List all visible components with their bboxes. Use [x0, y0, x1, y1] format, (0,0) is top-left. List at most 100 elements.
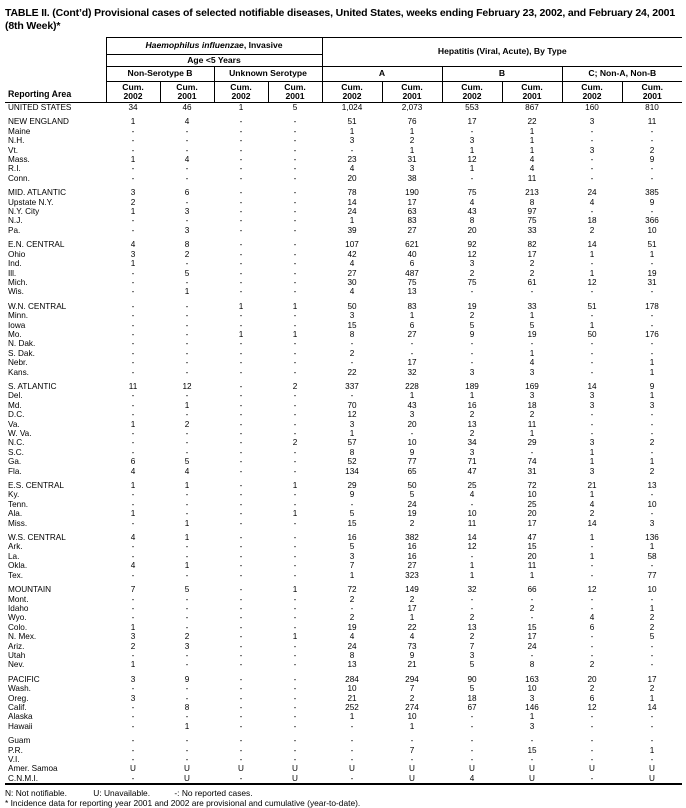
row-label: Utah	[8, 650, 26, 660]
value-cell: 6	[130, 457, 136, 467]
value-cell: 228	[405, 381, 419, 391]
value-cell: -	[239, 320, 243, 330]
value-cell: 1	[130, 117, 136, 127]
value-cell: 9	[649, 197, 655, 207]
value-cell: -	[293, 650, 297, 660]
value-cell: -	[650, 712, 654, 722]
value-cell: 4	[349, 287, 355, 297]
value-cell: -	[293, 551, 297, 561]
table-row-fla: Fla. 4 4 - - 134 65 47 31 3 2	[5, 467, 682, 476]
table-row-n-j: N.J. - - - - 1 83 8 75 18 366	[5, 216, 682, 225]
value-cell: U	[184, 773, 190, 783]
value-cell: 17	[407, 197, 417, 207]
table-row-tenn: Tenn. - - - - - 24 - 25 4 10	[5, 500, 682, 509]
value-cell: -	[350, 755, 354, 764]
value-cell: -	[470, 755, 474, 764]
value-cell: 14	[587, 240, 597, 250]
table-row-oreg: Oreg. 3 - - - 21 2 18 3 6 1	[5, 694, 682, 703]
value-cell: -	[185, 339, 189, 349]
value-cell: -	[293, 693, 297, 703]
column-group-row: Non-Serotype B Unknown Serotype A B C; Non-A…	[5, 66, 683, 82]
value-cell: 10	[467, 509, 477, 519]
haemophilus-section-header: Haemophilus influenzae, Invasive	[105, 37, 323, 55]
table-row-r-i: R.I. - - - - 4 3 1 4 - -	[5, 164, 682, 173]
value-cell: 4	[349, 164, 355, 174]
value-cell: 382	[405, 533, 419, 543]
value-cell: -	[131, 348, 135, 358]
value-cell: 2	[409, 693, 415, 703]
value-cell: -	[239, 155, 243, 165]
value-cell: 72	[527, 481, 537, 491]
value-cell: 1	[409, 721, 415, 731]
value-cell: 15	[347, 320, 357, 330]
table-row-calif: Calif. - 8 - - 252 274 67 146 12 14	[5, 703, 682, 712]
value-cell: -	[590, 164, 594, 174]
value-cell: -	[470, 173, 474, 183]
cum-label: Cum.	[581, 82, 603, 92]
value-cell: 51	[587, 301, 597, 311]
value-cell: -	[185, 712, 189, 722]
column-header-7: Cum. 2001	[501, 81, 563, 103]
value-cell: 15	[527, 745, 537, 755]
value-cell: -	[239, 632, 243, 642]
value-cell: -	[239, 693, 243, 703]
value-cell: 9	[469, 329, 475, 339]
row-label: Wyo.	[8, 613, 27, 623]
value-cell: -	[131, 745, 135, 755]
value-cell: 1	[349, 126, 355, 136]
value-cell: -	[530, 339, 534, 349]
table-row-w-s-central: W.S. CENTRAL 4 1 - - 16 382 14 47 1 136	[5, 528, 682, 542]
row-label: Ark.	[8, 542, 23, 552]
value-cell: -	[650, 339, 654, 349]
table-row-mid-atlantic: MID. ATLANTIC 3 6 - - 78 190 75 213 24 385	[5, 183, 682, 197]
value-cell: 4	[529, 358, 535, 368]
value-cell: -	[293, 613, 297, 623]
table-row-conn: Conn. - - - - 20 38 - 11 - -	[5, 174, 682, 183]
row-label: Md.	[8, 400, 22, 410]
value-cell: -	[185, 650, 189, 660]
row-label: Oreg.	[8, 693, 29, 703]
value-cell: -	[293, 348, 297, 358]
value-cell: -	[470, 126, 474, 136]
value-cell: 3	[184, 225, 190, 235]
row-label: N. Dak.	[8, 339, 36, 349]
row-label: Ind.	[8, 259, 22, 269]
value-cell: -	[185, 197, 189, 207]
table-row-pa: Pa. - 3 - - 39 27 20 33 2 10	[5, 226, 682, 235]
value-cell: 2	[649, 438, 655, 448]
table-row-md: Md. - 1 - - 70 43 16 18 3 3	[5, 401, 682, 410]
row-label: Ala.	[8, 509, 23, 519]
value-cell: 20	[527, 551, 537, 561]
value-cell: -	[293, 603, 297, 613]
value-cell: 24	[527, 641, 537, 651]
value-cell: -	[185, 145, 189, 155]
value-cell: 14	[647, 702, 657, 712]
value-cell: -	[650, 641, 654, 651]
value-cell: 5	[349, 542, 355, 552]
value-cell: 2	[649, 613, 655, 623]
value-cell: -	[239, 249, 243, 259]
value-cell: 66	[527, 585, 537, 595]
value-cell: U	[649, 773, 655, 783]
value-cell: 2	[529, 410, 535, 420]
value-cell: -	[530, 287, 534, 297]
value-cell: -	[239, 447, 243, 457]
value-cell: -	[239, 348, 243, 358]
value-cell: 5	[469, 660, 475, 670]
value-cell: 1	[292, 585, 298, 595]
table-row-minn: Minn. - - - - 3 1 2 1 - -	[5, 311, 682, 320]
value-cell: 10	[647, 499, 657, 509]
value-cell: -	[590, 348, 594, 358]
row-label: Va.	[8, 419, 20, 429]
value-cell: U	[292, 764, 298, 774]
value-cell: 810	[645, 103, 659, 112]
value-cell: 4	[529, 164, 535, 174]
row-label: Minn.	[8, 311, 29, 321]
value-cell: 5	[292, 103, 298, 112]
value-cell: 22	[347, 367, 357, 377]
column-header-6: Cum. 2002	[441, 81, 503, 103]
value-cell: 31	[407, 155, 417, 165]
value-cell: 1	[130, 481, 136, 491]
value-cell: 1,024	[341, 103, 363, 112]
value-cell: -	[350, 145, 354, 155]
